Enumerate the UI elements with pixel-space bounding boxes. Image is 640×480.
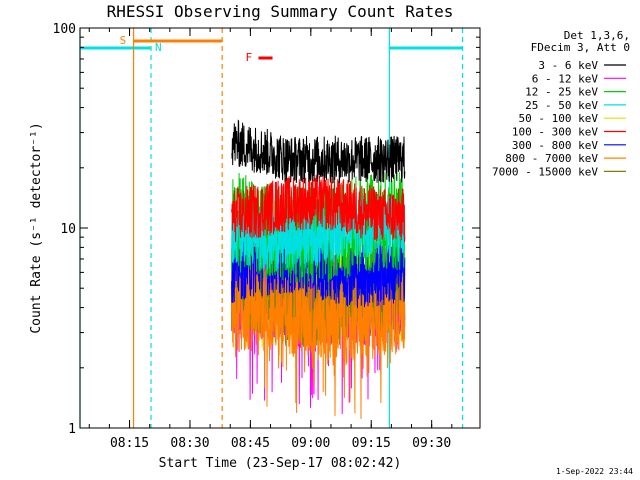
legend-label: 7000 - 15000 keV	[492, 165, 598, 178]
legend-label: 25 - 50 keV	[525, 99, 598, 112]
legend-header-line-2: FDecim 3, Att 0	[531, 41, 630, 54]
y-tick-label: 10	[60, 222, 76, 237]
saa-label: S	[120, 34, 127, 47]
x-tick-label: 09:30	[412, 436, 451, 451]
plot-area: N S F	[79, 28, 464, 428]
x-axis-label: Start Time (23-Sep-17 08:02:42)	[159, 456, 402, 471]
legend-label: 12 - 25 keV	[525, 86, 598, 99]
series-line-0	[231, 119, 406, 184]
legend-label: 50 - 100 keV	[519, 112, 599, 125]
legend-label: 6 - 12 keV	[532, 72, 599, 85]
legend-label: 3 - 6 keV	[538, 59, 598, 72]
x-tick-label: 09:00	[291, 436, 330, 451]
x-tick-label: 08:30	[170, 436, 209, 451]
axes: 08:15 08:30 08:45 09:00 09:15 09:30 1 10 100	[53, 22, 480, 451]
footer-date: 1-Sep-2022 23:44	[556, 467, 633, 476]
legend-label: 800 - 7000 keV	[505, 152, 598, 165]
legend-label: 100 - 300 keV	[512, 126, 598, 139]
x-tick-label: 08:45	[231, 436, 270, 451]
y-tick-label: 1	[68, 422, 76, 437]
y-axis-label: Count Rate (s⁻¹ detector⁻¹)	[29, 122, 44, 333]
x-tick-label: 08:15	[110, 436, 149, 451]
chart-title: RHESSI Observing Summary Count Rates	[107, 2, 454, 21]
legend-label: 300 - 800 keV	[512, 139, 598, 152]
flare-label: F	[245, 51, 252, 64]
series-line-5	[231, 174, 406, 243]
series-line-7	[231, 263, 406, 419]
night-label: N	[155, 41, 162, 54]
legend-header-line-1: Det 1,3,6,	[564, 29, 630, 42]
x-tick-label: 09:15	[352, 436, 391, 451]
y-tick-label: 100	[53, 22, 76, 37]
